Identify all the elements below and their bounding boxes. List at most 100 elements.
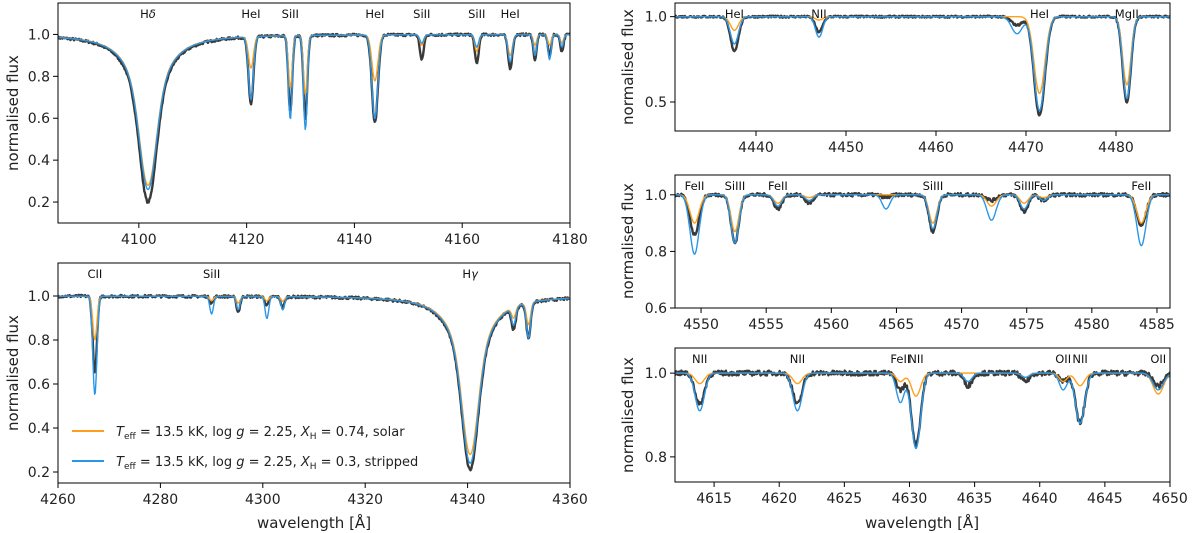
panel-e-xtick-label: 4640 [1022,491,1058,507]
panel-b-axes: 4260 4280 4300 4320 4340 4360 0.2 0.4 0.6 0.8 1.0 C… [28,267,588,508]
panel-a-ytick-label: 0.2 [28,195,50,211]
panel-a-spectra [58,32,570,204]
panel-d-xtick-label: 4580 [1074,317,1110,333]
panel-e-axes: 4615 4620 4625 4630 4635 4640 4645 4650 0.8 1.0 NI… [645,352,1188,507]
panel-c-xtick-label: 4440 [738,140,774,156]
panel-c-series-observed [675,14,1170,117]
panel-b-ylabel: normalised flux [4,315,22,431]
panel-c-ytick-label: 0.5 [645,95,667,111]
panel-e-frame [674,347,1171,483]
panel-c-frame [674,2,1171,132]
panel-d-frame [674,174,1171,309]
panel-d-ytick-label: 0.6 [645,301,667,317]
panel-a-line-label: HeI [365,7,384,21]
panel-e-xtick-label: 4625 [827,491,863,507]
panel-d-axes: 4550 4555 4560 4565 4570 4575 4580 4585 0.6 0.8 1.… [645,179,1175,333]
panel-a-xtick-label: 4120 [229,232,265,248]
panel-d-series-solar [675,194,1170,233]
panel-e-line-label: NII [790,352,805,366]
panel-a-line-label: SiII [468,7,485,21]
panel-c-series-solar [675,16,1170,94]
panel-c-spectra [675,14,1170,117]
panel-c-xtick-label: 4460 [918,140,954,156]
panel-e-line-label: NII [692,352,707,366]
panel-b-series-observed [58,293,570,472]
panel-e-xtick-label: 4645 [1087,491,1123,507]
panel-e-ytick-label: 0.8 [645,450,667,466]
panel-d-xtick-label: 4570 [944,317,980,333]
panel-a-line-label: HeI [501,7,520,21]
panel-e-line-label: OII [1150,352,1166,366]
panel-e-series-stripped [675,372,1170,450]
panel-d-spectra [675,191,1170,255]
panel-a: 4100 4120 4140 4160 4180 0.2 0.4 0.6 0.8 1.0 Hδ HeI… [4,2,588,248]
panel-b-ytick-label: 0.2 [28,465,50,481]
panel-a-xtick-label: 4180 [552,232,588,248]
panel-a-axes: 4100 4120 4140 4160 4180 0.2 0.4 0.6 0.8 1.0 Hδ HeI… [28,7,588,248]
panel-c-ytick-label: 1.0 [645,10,667,26]
panel-d-xtick-label: 4565 [879,317,915,333]
panel-e-xtick-label: 4615 [696,491,732,507]
panel-d-line-label: FeII [1131,179,1151,193]
panel-e-line-label: NII [1072,352,1087,366]
panel-b-line-label: SiII [203,267,220,281]
panel-a-line-label: SiII [413,7,430,21]
legend-label-stripped: Teff = 13.5 kK, log g = 2.25, XH = 0.3, … [116,455,418,472]
panel-d-xtick-label: 4575 [1009,317,1045,333]
panel-b-xtick-label: 4300 [245,492,281,508]
panel-c-line-label: HeI [725,7,744,21]
panel-c-xtick-label: 4480 [1098,140,1134,156]
panel-d-xtick-label: 4555 [748,317,784,333]
panel-b-ytick-label: 1.0 [28,289,50,305]
panel-e-xtick-label: 4635 [957,491,993,507]
panel-b-series-stripped [58,295,570,464]
legend-label-solar: Teff = 13.5 kK, log g = 2.25, XH = 0.74,… [116,425,405,442]
panel-c-xtick-label: 4470 [1008,140,1044,156]
panel-b-line-label: CII [87,267,102,281]
panel-b-xlabel: wavelength [Å] [257,513,371,532]
panel-a-ylabel: normalised flux [4,55,22,171]
panel-c-line-label: NII [811,7,826,21]
panel-b-xtick-label: 4320 [347,492,383,508]
panel-d-series-stripped [675,194,1170,255]
panel-b: 4260 4280 4300 4320 4340 4360 0.2 0.4 0.6 0.8 1.0 C… [4,262,588,532]
panel-e: 4615 4620 4625 4630 4635 4640 4645 4650 0.8 1.0 NI… [619,347,1188,532]
panel-e-xtick-label: 4650 [1152,491,1188,507]
panel-c-line-label: HeI [1030,7,1049,21]
panel-b-xtick-label: 4360 [552,492,588,508]
panel-b-line-label: Hγ [462,267,479,281]
panel-a-ytick-label: 1.0 [28,27,50,43]
panel-e-ylabel: normalised flux [619,357,637,473]
panel-b-ytick-label: 0.6 [28,377,50,393]
panel-e-line-label: OII [1055,352,1071,366]
panel-d-line-label: FeII [768,179,788,193]
panel-a-series-stripped [58,33,570,191]
panel-d-ytick-label: 1.0 [645,188,667,204]
panel-b-ytick-label: 0.8 [28,333,50,349]
panel-d-xtick-label: 4560 [813,317,849,333]
panel-c-xtick-label: 4450 [828,140,864,156]
panel-a-frame [57,2,571,224]
panel-a-xtick-label: 4140 [337,232,373,248]
panel-d-xtick-label: 4550 [683,317,719,333]
panel-c-axes: 4440 4450 4460 4470 4480 0.5 1.0 HeI NII HeI MgII [645,7,1139,156]
panel-d-ytick-label: 0.8 [645,244,667,260]
panel-b-ytick-label: 0.4 [28,421,50,437]
panel-b-spectra [58,293,570,472]
panel-b-xtick-label: 4260 [40,492,76,508]
panel-e-ytick-label: 1.0 [645,366,667,382]
panel-d: 4550 4555 4560 4565 4570 4575 4580 4585 0.6 0.8 1.… [619,174,1175,333]
panel-e-xlabel: wavelength [Å] [865,513,979,532]
panel-e-line-label: NII [908,352,923,366]
panel-c-line-label: MgII [1115,7,1139,21]
panel-a-xtick-label: 4100 [121,232,157,248]
panel-d-line-label: SiIII [1014,179,1035,193]
panel-e-xtick-label: 4620 [761,491,797,507]
panel-a-line-label: SiII [282,7,299,21]
panel-d-line-label: SiIII [725,179,746,193]
panel-a-series-observed [58,32,570,204]
panel-d-line-label: FeII [1034,179,1054,193]
panel-e-line-label: FeII [890,352,910,366]
